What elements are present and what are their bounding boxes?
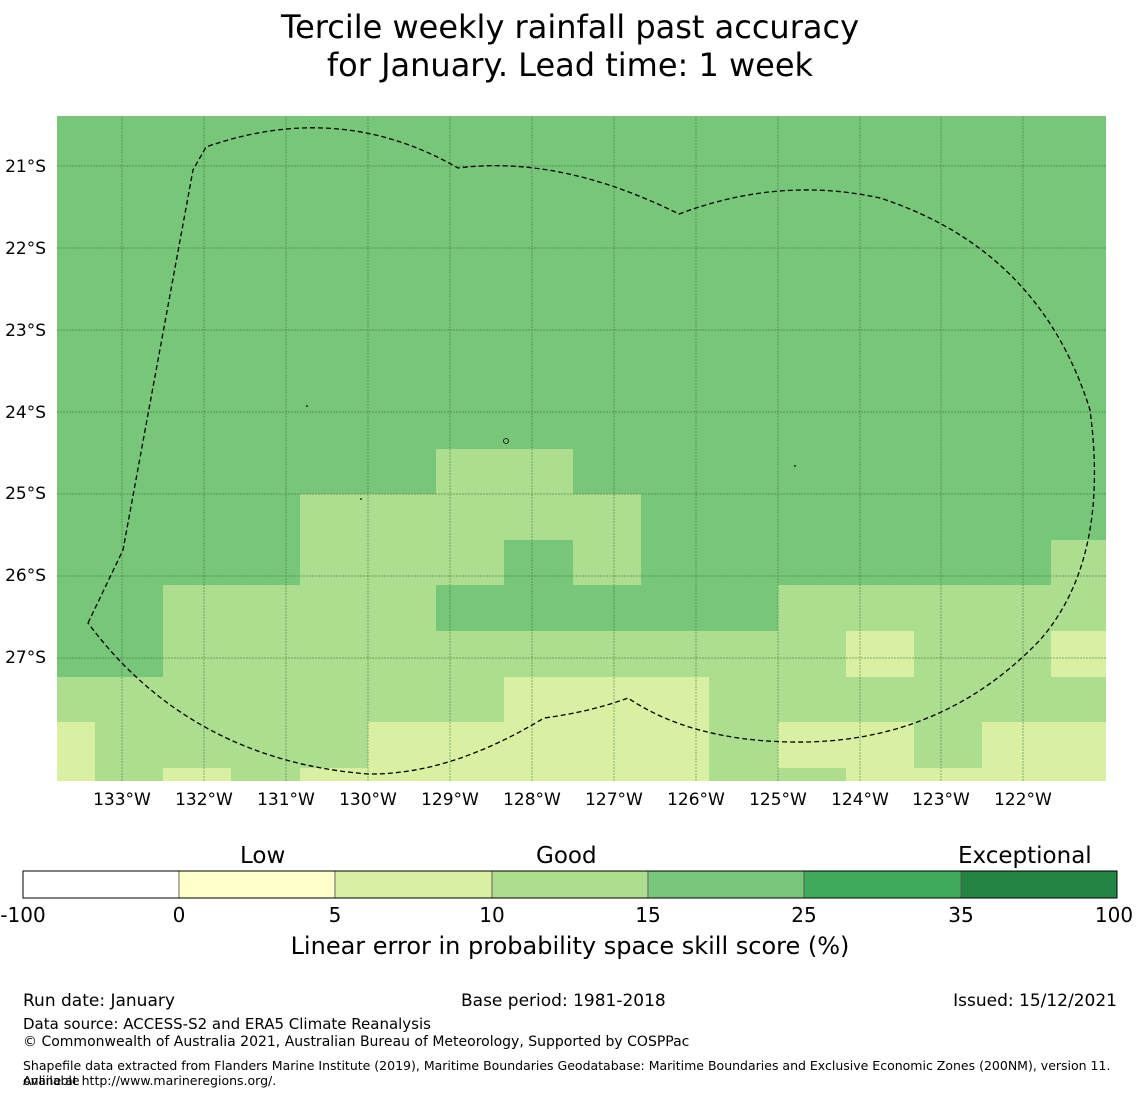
lon-label: 133°W bbox=[93, 790, 151, 810]
base-period: Base period: 1981-2018 bbox=[461, 991, 666, 1011]
colorbar-segment bbox=[960, 870, 1118, 899]
colorbar-tick: -100 bbox=[0, 903, 46, 927]
colorbar-tick: 25 bbox=[791, 903, 817, 927]
lon-label: 123°W bbox=[912, 790, 970, 810]
colorbar bbox=[22, 870, 1118, 899]
lon-label: 125°W bbox=[749, 790, 807, 810]
map-cell-5-10 bbox=[982, 722, 1106, 781]
map-cell-10-15 bbox=[436, 631, 778, 677]
colorbar-tick: 10 bbox=[479, 903, 505, 927]
run-date: Run date: January bbox=[23, 991, 175, 1011]
island bbox=[794, 465, 796, 467]
colorbar-tick: 100 bbox=[1094, 903, 1134, 927]
chart-title-line-1: Tercile weekly rainfall past accuracy bbox=[280, 8, 859, 46]
eez-boundary bbox=[87, 127, 1096, 775]
colorbar-tick: 15 bbox=[635, 903, 661, 927]
colorbar-segment bbox=[22, 870, 180, 899]
colorbar-label-good: Good bbox=[536, 843, 597, 869]
map-cell-10-15 bbox=[709, 677, 1106, 722]
map-cell-5-10 bbox=[300, 768, 368, 781]
map-cell-5-10 bbox=[163, 768, 231, 781]
colorbar-segment bbox=[334, 870, 493, 899]
issued-date: Issued: 15/12/2021 bbox=[953, 991, 1117, 1011]
lon-label: 130°W bbox=[339, 790, 397, 810]
colorbar-segment bbox=[491, 870, 649, 899]
colorbar-tick: 35 bbox=[948, 903, 974, 927]
map-cell-5-10 bbox=[504, 677, 709, 722]
map-gridlines bbox=[57, 116, 1106, 781]
shapefile-credit-line-1: Shapefile data extracted from Flanders M… bbox=[23, 1058, 1111, 1088]
map-cell-10-15 bbox=[709, 722, 778, 781]
map-cell-5-10 bbox=[846, 631, 914, 677]
chart-title-line-2: for January. Lead time: 1 week bbox=[326, 46, 814, 84]
colorbar-title: Linear error in probability space skill … bbox=[290, 932, 850, 960]
map-cell-10-15 bbox=[163, 585, 436, 677]
lat-label: 21°S bbox=[5, 157, 46, 177]
lon-label: 128°W bbox=[503, 790, 561, 810]
lon-label: 132°W bbox=[175, 790, 233, 810]
colorbar-segment bbox=[803, 870, 962, 899]
lon-label: 126°W bbox=[667, 790, 725, 810]
map-cell-10-15 bbox=[914, 722, 982, 768]
copyright: © Commonwealth of Australia 2021, Austra… bbox=[23, 1034, 690, 1050]
colorbar-label-low: Low bbox=[240, 843, 286, 869]
data-source: Data source: ACCESS-S2 and ERA5 Climate … bbox=[23, 1015, 431, 1033]
map-cell-5-10 bbox=[368, 722, 709, 781]
lon-label: 129°W bbox=[421, 790, 479, 810]
map-cell-10-15 bbox=[436, 449, 573, 495]
lat-label: 27°S bbox=[5, 648, 46, 668]
lat-label: 23°S bbox=[5, 321, 46, 341]
map-cell-15-25 bbox=[504, 540, 573, 586]
colorbar-label-exceptional: Exceptional bbox=[958, 843, 1092, 869]
lon-label: 131°W bbox=[257, 790, 315, 810]
map-cell-10-15 bbox=[57, 677, 504, 722]
colorbar-frame bbox=[22, 870, 1118, 899]
map-cell-15-25 bbox=[436, 585, 778, 631]
island bbox=[306, 405, 308, 407]
shapefile-credit-line-2: online at http://www.marineregions.org/. bbox=[23, 1073, 277, 1088]
map-cell-10-15 bbox=[300, 494, 641, 586]
lon-label: 127°W bbox=[585, 790, 643, 810]
map-cell-10-15 bbox=[1051, 540, 1106, 586]
island bbox=[503, 438, 509, 444]
colorbar-segment bbox=[647, 870, 805, 899]
lon-label: 122°W bbox=[994, 790, 1052, 810]
map-cell-10-15 bbox=[778, 768, 846, 781]
map-cell-5-10 bbox=[778, 722, 914, 768]
colorbar-tick: 5 bbox=[328, 903, 342, 927]
colorbar-segment bbox=[178, 870, 336, 899]
lat-label: 25°S bbox=[5, 484, 46, 504]
lat-label: 24°S bbox=[5, 403, 46, 423]
island bbox=[360, 498, 362, 500]
map-cell-5-10 bbox=[1051, 631, 1106, 677]
map-cell-5-10 bbox=[57, 722, 95, 781]
colorbar-tick: 0 bbox=[172, 903, 186, 927]
lon-label: 124°W bbox=[831, 790, 889, 810]
map-cell-5-10 bbox=[846, 768, 982, 781]
lat-label: 22°S bbox=[5, 239, 46, 259]
lat-label: 26°S bbox=[5, 566, 46, 586]
